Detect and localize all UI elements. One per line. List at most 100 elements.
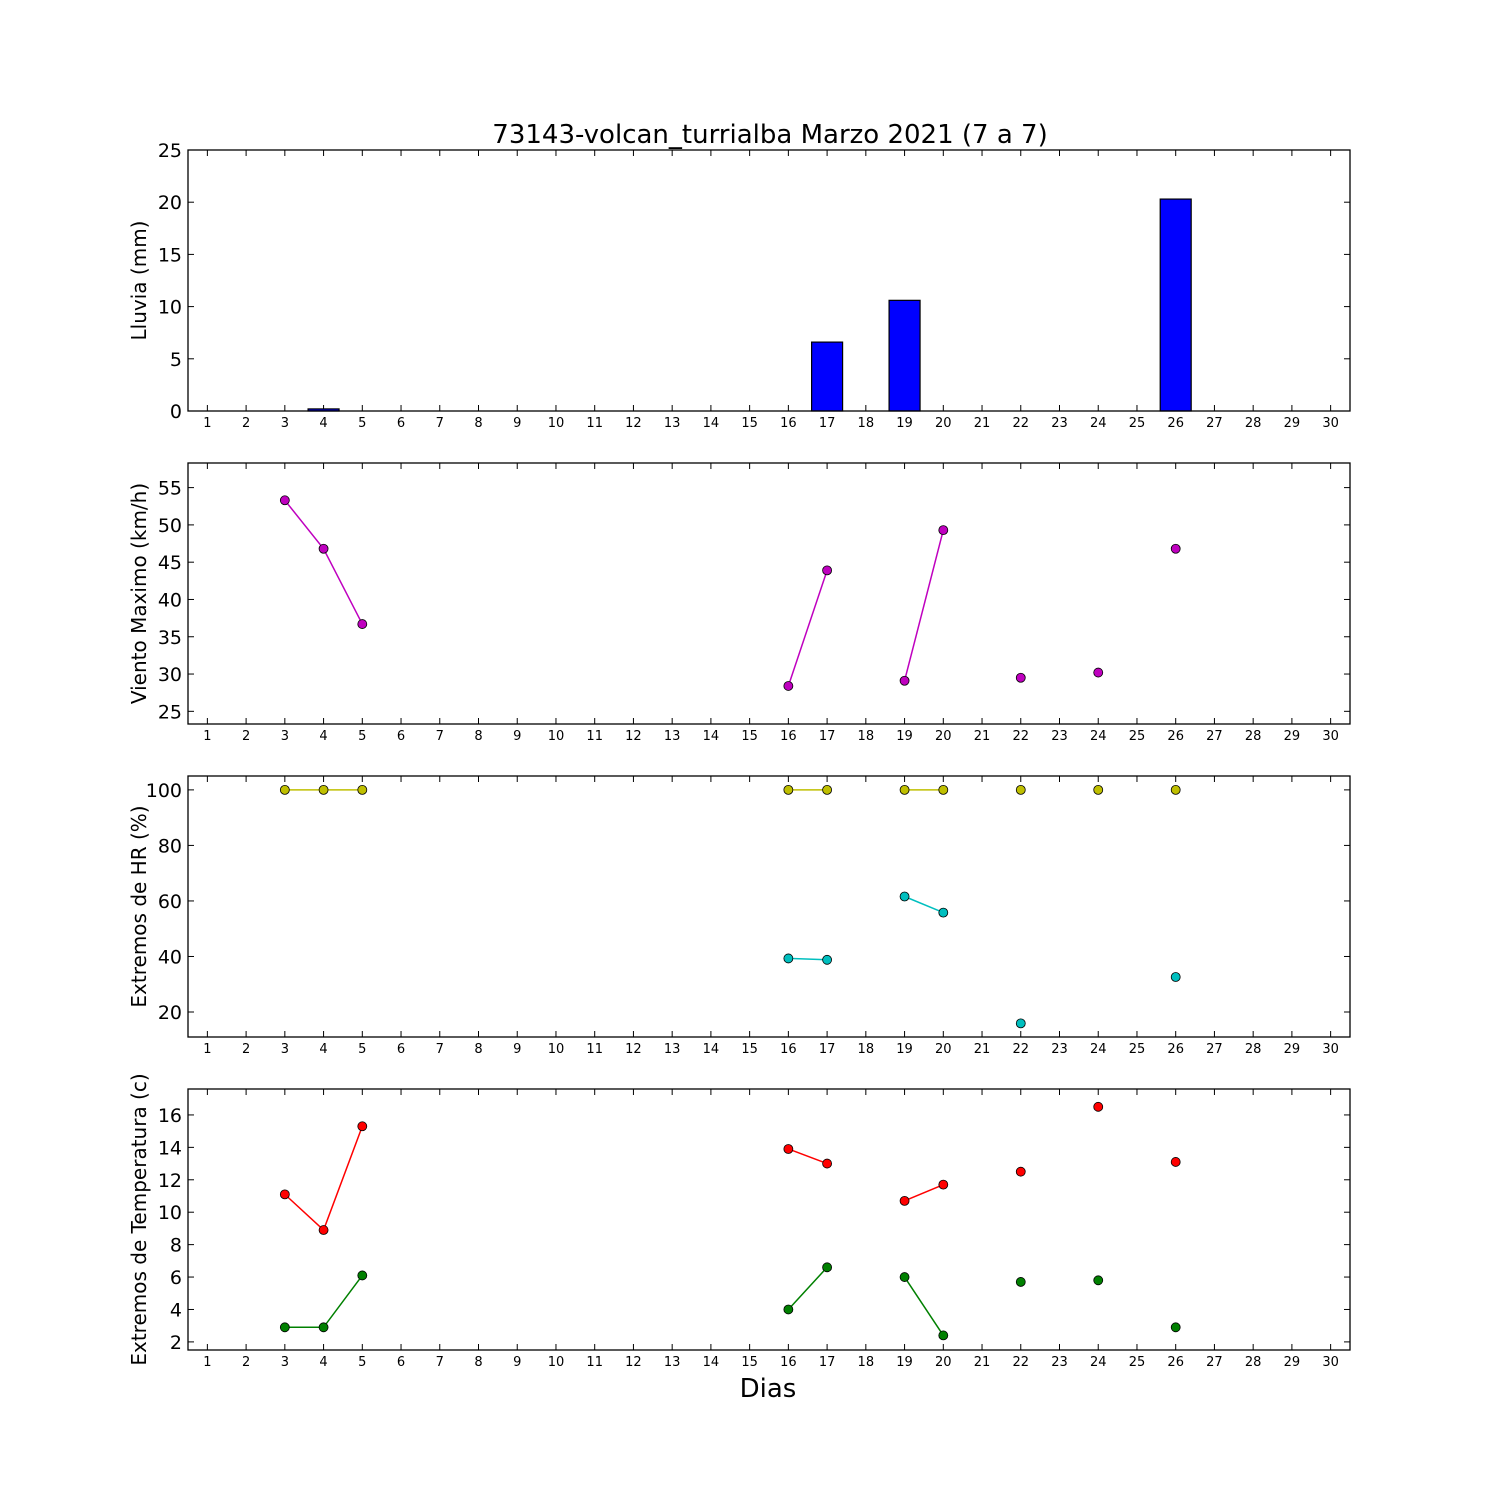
series-1-point-day-24 (1093, 1101, 1104, 1112)
series-1-point-day-16 (783, 784, 794, 795)
y-tick-label: 4 (170, 1299, 182, 1321)
y-tick-label: 2 (170, 1332, 182, 1354)
series-1-point-day-24 (1093, 667, 1104, 678)
x-tick-label: 27 (1206, 416, 1223, 431)
x-tick-label: 4 (319, 1355, 327, 1370)
series-2-line (903, 1276, 944, 1336)
x-tick-label: 28 (1245, 1355, 1262, 1370)
series-1-point-day-5 (357, 619, 368, 629)
x-axis-label: Dias (740, 1374, 797, 1404)
x-tick-label: 23 (1051, 1355, 1068, 1370)
x-tick-label: 20 (935, 416, 952, 431)
series-1-point-day-17 (822, 784, 832, 795)
axes-frame (187, 775, 1351, 1038)
y-tick-label: 35 (158, 627, 182, 649)
bar-day-26 (1159, 198, 1192, 412)
series-2-line (787, 1266, 828, 1310)
series-2-point-day-19 (899, 891, 910, 902)
series-1-point-day-24 (1093, 784, 1104, 795)
x-tick-label: 14 (703, 416, 720, 431)
series-2-point-day-24 (1093, 1275, 1104, 1286)
y-tick-label: 40 (158, 589, 182, 611)
x-tick-label: 7 (436, 1355, 444, 1370)
x-tick-label: 24 (1090, 1355, 1107, 1370)
x-tick-label: 7 (436, 729, 444, 744)
x-tick-label: 12 (625, 1355, 642, 1370)
series-2-point-day-22 (1015, 1277, 1026, 1287)
series-1-point-day-4 (318, 784, 329, 795)
x-tick-label: 19 (896, 729, 913, 744)
x-tick-label: 25 (1129, 1355, 1146, 1370)
x-tick-label: 15 (741, 416, 758, 431)
x-tick-label: 8 (474, 1355, 482, 1370)
series-1-point-day-5 (357, 784, 368, 795)
x-tick-label: 5 (358, 416, 366, 431)
x-tick-label: 25 (1129, 416, 1146, 431)
x-tick-label: 6 (397, 1355, 405, 1370)
series-1-point-day-16 (783, 681, 794, 691)
axes-frame (187, 1088, 1351, 1351)
x-tick-label: 17 (819, 1042, 836, 1057)
x-tick-label: 20 (935, 1355, 952, 1370)
x-tick-label: 22 (1012, 1355, 1029, 1370)
x-tick-label: 23 (1051, 1042, 1068, 1057)
y-tick-label: 45 (158, 552, 182, 574)
x-tick-label: 3 (281, 1042, 289, 1057)
x-tick-label: 2 (242, 416, 250, 431)
y-tick-label: 60 (158, 891, 182, 913)
x-tick-label: 8 (474, 416, 482, 431)
x-tick-label: 8 (474, 1042, 482, 1057)
x-tick-label: 26 (1167, 416, 1184, 431)
x-tick-label: 16 (780, 1355, 797, 1370)
x-tick-label: 12 (625, 416, 642, 431)
x-tick-label: 4 (319, 729, 327, 744)
x-tick-label: 27 (1206, 1355, 1223, 1370)
x-tick-label: 15 (741, 1042, 758, 1057)
y-tick-label: 10 (158, 1202, 182, 1224)
series-1-point-day-4 (318, 1225, 329, 1235)
x-tick-label: 21 (974, 1355, 991, 1370)
x-tick-label: 23 (1051, 729, 1068, 744)
x-tick-label: 16 (780, 416, 797, 431)
x-tick-label: 24 (1090, 729, 1107, 744)
x-tick-label: 5 (358, 729, 366, 744)
series-2-point-day-26 (1170, 1322, 1181, 1333)
series-2-line (284, 1274, 363, 1329)
x-tick-label: 26 (1167, 1355, 1184, 1370)
x-tick-label: 7 (436, 1042, 444, 1057)
x-tick-label: 26 (1167, 729, 1184, 744)
x-tick-label: 30 (1322, 1042, 1339, 1057)
series-2-point-day-26 (1170, 972, 1181, 982)
series-1-point-day-3 (279, 784, 290, 795)
x-tick-label: 29 (1284, 416, 1301, 431)
x-tick-label: 13 (664, 1355, 681, 1370)
series-1-point-day-17 (822, 565, 832, 576)
series-1-line (787, 570, 828, 687)
series-1-point-day-26 (1170, 543, 1181, 554)
x-tick-label: 18 (858, 1355, 875, 1370)
y-axis-label: Viento Maximo (km/h) (127, 483, 151, 704)
x-tick-label: 6 (397, 1042, 405, 1057)
x-tick-label: 19 (896, 1355, 913, 1370)
series-1-point-day-22 (1015, 672, 1026, 683)
series-2-line (904, 895, 944, 914)
series-1-line (903, 529, 945, 681)
x-tick-label: 22 (1012, 416, 1029, 431)
x-tick-label: 29 (1284, 1355, 1301, 1370)
x-tick-label: 18 (858, 1042, 875, 1057)
y-tick-label: 80 (158, 835, 182, 857)
x-tick-label: 1 (203, 1042, 211, 1057)
x-tick-label: 9 (513, 729, 521, 744)
x-tick-label: 1 (203, 1355, 211, 1370)
series-2-point-day-22 (1015, 1018, 1026, 1029)
x-tick-label: 17 (819, 729, 836, 744)
x-tick-label: 25 (1129, 1042, 1146, 1057)
x-tick-label: 21 (974, 729, 991, 744)
series-1-line (904, 1183, 944, 1202)
series-2-point-day-20 (938, 1330, 949, 1341)
y-tick-label: 6 (170, 1267, 182, 1289)
series-1-point-day-22 (1015, 1166, 1026, 1177)
x-tick-label: 17 (819, 416, 836, 431)
